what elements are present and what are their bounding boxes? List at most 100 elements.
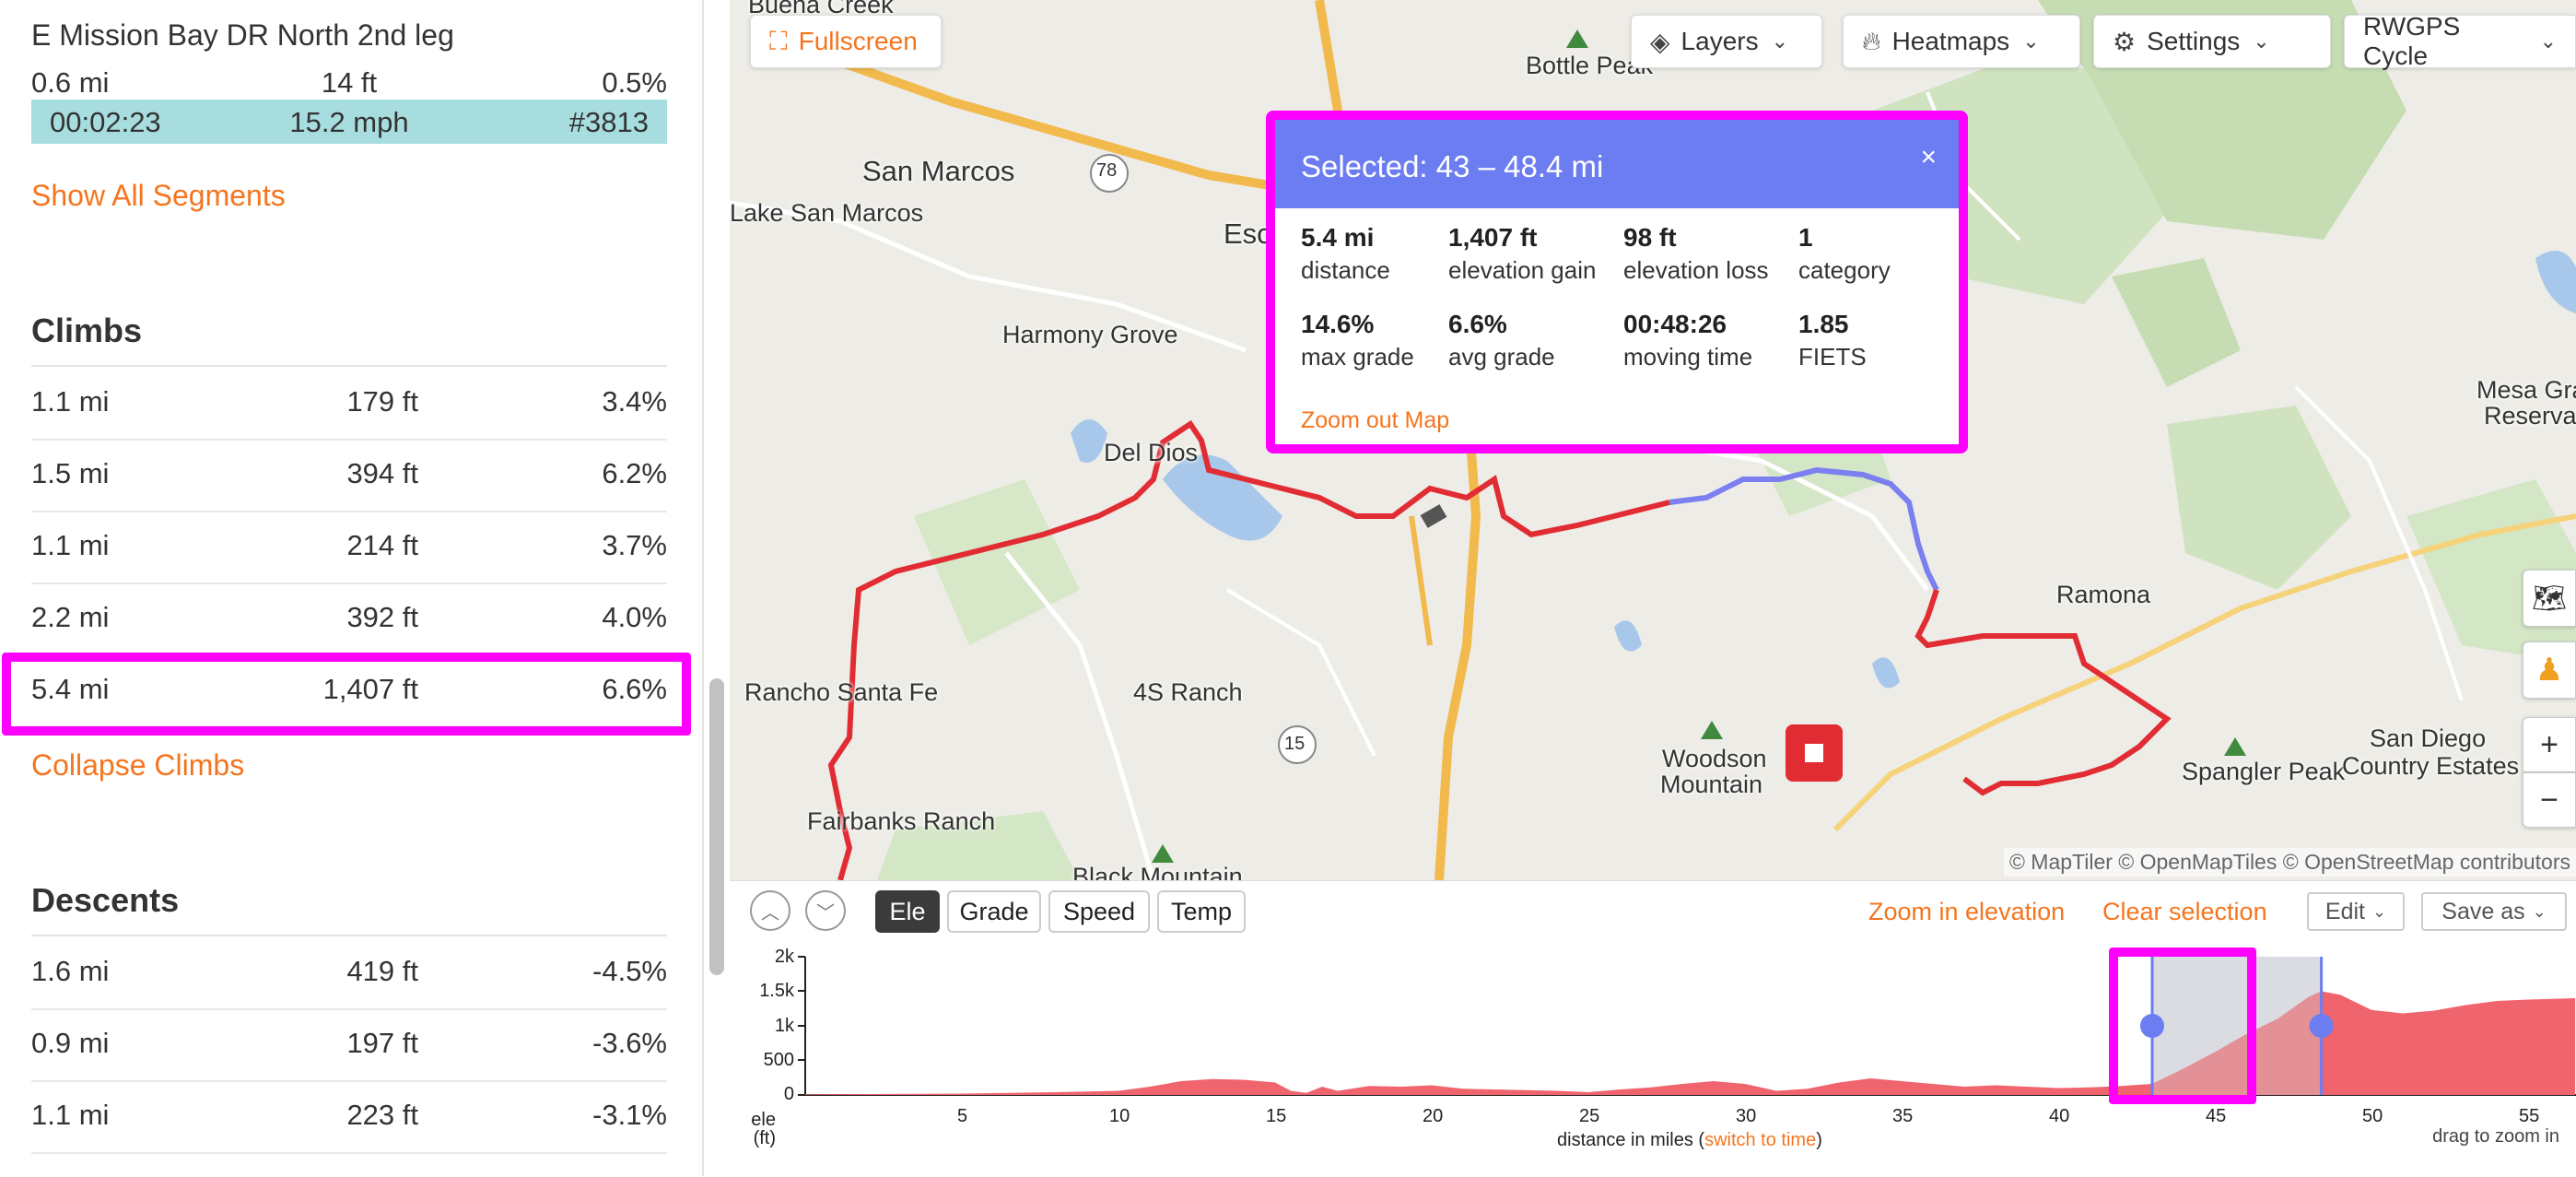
descent-grade: -3.6% [592, 1027, 667, 1059]
climb-grade: 6.2% [602, 457, 667, 489]
edit-dropdown[interactable]: Edit ⌄ [2307, 892, 2405, 931]
stat-max-grade: 14.6% max grade [1301, 310, 1485, 371]
climb-row-selected[interactable]: 5.4 mi 1,407 ft 6.6% [31, 654, 667, 726]
close-icon[interactable]: × [1920, 142, 1937, 172]
flame-icon: 🔥︎ [1862, 26, 1881, 55]
map-attribution[interactable]: © MapTiler © OpenMapTiles © OpenStreetMa… [2003, 848, 2576, 877]
stat-category: 1 category [1798, 223, 1959, 285]
elevation-profile-selected [2152, 991, 2322, 1095]
map-label: Woodson [1662, 745, 1767, 772]
minus-icon: − [2540, 782, 2558, 818]
chevron-down-icon: ⌄ [2532, 901, 2547, 921]
layers-dropdown[interactable]: ◈ Layers ⌄ [1631, 15, 1822, 68]
zoom-in-button[interactable]: + [2523, 717, 2576, 772]
climb-distance: 5.4 mi [31, 673, 110, 705]
elevation-profile-area [805, 991, 2575, 1095]
highway-78-shield: 78 [1096, 160, 1118, 181]
gear-icon: ⚙ [2113, 27, 2137, 56]
elevation-chart[interactable] [730, 881, 2576, 1177]
chevron-down-icon: ⌄ [2372, 901, 2387, 921]
climb-distance: 2.2 mi [31, 601, 110, 633]
map-label: Spangler Peak [2182, 758, 2346, 785]
left-panel-scrollbar[interactable] [709, 678, 724, 975]
route-type-dropdown[interactable]: RWGPS Cycle ⌄ [2344, 12, 2576, 70]
chevron-down-icon: ⌄ [1771, 29, 1789, 53]
tab-ele[interactable]: Ele [875, 890, 940, 933]
heatmaps-dropdown[interactable]: 🔥︎ Heatmaps ⌄ [1843, 15, 2080, 68]
map-label: Mountain [1660, 771, 1763, 798]
y-unit-label: ele [751, 1110, 776, 1130]
clear-selection-link[interactable]: Clear selection [2102, 898, 2267, 925]
stat-value: 98 ft [1623, 223, 1677, 252]
map-label: Ramona [2056, 581, 2151, 608]
stat-value: 5.4 mi [1301, 223, 1375, 252]
map-legend-button[interactable]: 🗺︎ [2523, 570, 2576, 627]
stat-elevation-gain: 1,407 ft elevation gain [1448, 223, 1633, 285]
selection-start-handle [2140, 1014, 2164, 1038]
descents-heading: Descents [31, 881, 180, 919]
x-axis-title: distance in miles (switch to time) [1557, 1130, 1822, 1151]
segment-time: 00:02:23 [50, 106, 161, 138]
x-tick-label: 15 [1266, 1106, 1287, 1126]
selection-end-handle [2309, 1014, 2334, 1038]
tab-speed[interactable]: Speed [1048, 890, 1150, 933]
drag-to-zoom-hint: drag to zoom in [2432, 1126, 2559, 1147]
zoom-out-map-link[interactable]: Zoom out Map [1301, 407, 1450, 433]
settings-dropdown[interactable]: ⚙ Settings ⌄ [2093, 15, 2331, 68]
y-tick-label: 2k [774, 947, 794, 967]
descent-row[interactable]: 0.9 mi 197 ft -3.6% [31, 1008, 667, 1082]
climb-grade: 3.4% [602, 385, 667, 418]
stat-label: distance [1301, 256, 1390, 284]
zoom-out-button[interactable]: − [2523, 772, 2576, 828]
stat-moving-time: 00:48:26 moving time [1623, 310, 1808, 371]
descent-distance: 1.1 mi [31, 1099, 110, 1131]
descent-row[interactable]: 1.6 mi 419 ft -4.5% [31, 936, 667, 1010]
climb-elevation: 1,407 ft [322, 673, 418, 705]
chevron-down-icon: ⌄ [2539, 29, 2557, 53]
expand-down-button[interactable]: ﹀ [805, 890, 846, 931]
selected-climb-highlight [2, 653, 691, 736]
collapse-climbs-link[interactable]: Collapse Climbs [31, 748, 245, 782]
segment-speed: 15.2 mph [289, 106, 409, 138]
layers-icon: ◈ [1650, 27, 1670, 56]
map-label: San Diego [2370, 724, 2487, 752]
segment-title: E Mission Bay DR North 2nd leg [31, 18, 454, 52]
chevron-down-icon: ⌄ [2022, 29, 2040, 53]
street-view-button[interactable]: ♟ [2523, 641, 2576, 699]
popup-header: Selected: 43 – 48.4 mi [1275, 120, 1959, 208]
climb-row[interactable]: 1.5 mi 394 ft 6.2% [31, 439, 667, 512]
y-unit-label: (ft) [753, 1128, 776, 1148]
edit-label: Edit [2324, 898, 2365, 924]
descent-row[interactable]: 1.1 mi 223 ft -3.1% [31, 1080, 667, 1154]
climb-row[interactable]: 2.2 mi 392 ft 4.0% [31, 583, 667, 656]
settings-label: Settings [2147, 27, 2241, 55]
plus-icon: + [2540, 726, 2558, 762]
chevron-up-icon: ︿ [761, 902, 779, 924]
x-tick-label: 40 [2049, 1106, 2070, 1126]
x-tick-label: 55 [2519, 1106, 2540, 1126]
stat-value: 00:48:26 [1623, 310, 1727, 338]
collapse-up-button[interactable]: ︿ [750, 890, 790, 931]
zoom-in-elevation-link[interactable]: Zoom in elevation [1868, 898, 2066, 925]
show-all-segments-link[interactable]: Show All Segments [31, 179, 286, 212]
tab-grade[interactable]: Grade [947, 890, 1041, 933]
segment-grade: 0.5% [602, 66, 667, 99]
map-label: Fairbanks Ranch [807, 807, 996, 835]
segment-effort-row[interactable]: 00:02:23 15.2 mph #3813 [31, 100, 667, 144]
climb-row[interactable]: 1.1 mi 179 ft 3.4% [31, 367, 667, 441]
y-tick-label: 1.5k [759, 981, 794, 1001]
x-tick-label: 45 [2206, 1106, 2227, 1126]
map-label: Del Dios [1104, 439, 1199, 466]
heatmaps-label: Heatmaps [1891, 27, 2010, 55]
stat-value: 1,407 ft [1448, 223, 1538, 252]
stat-label: elevation gain [1448, 256, 1597, 284]
switch-to-time-link[interactable]: switch to time [1704, 1130, 1817, 1150]
fullscreen-button[interactable]: ⛶ Fullscreen [750, 15, 942, 68]
tab-temp[interactable]: Temp [1157, 890, 1246, 933]
stat-fiets: 1.85 FIETS [1798, 310, 1959, 371]
stat-distance: 5.4 mi distance [1301, 223, 1485, 285]
map-label: Lake San Marcos [730, 199, 924, 227]
climb-row[interactable]: 1.1 mi 214 ft 3.7% [31, 511, 667, 584]
x-tick-label: 5 [957, 1106, 968, 1126]
save-as-dropdown[interactable]: Save as ⌄ [2421, 892, 2567, 931]
